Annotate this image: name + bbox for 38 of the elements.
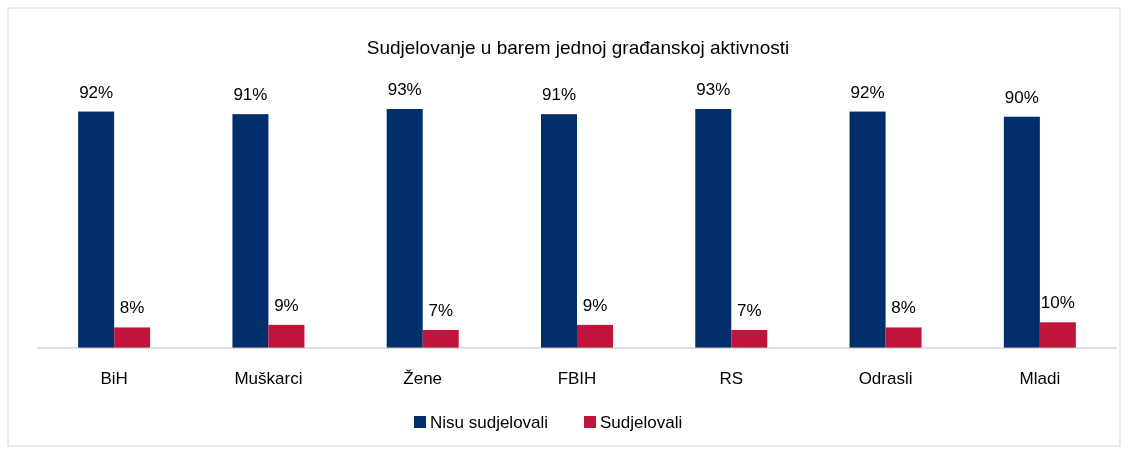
x-tick-label: Mladi [1019,369,1061,388]
data-label: 8% [119,298,145,318]
bar [232,114,269,348]
data-label: 7% [428,301,453,321]
data-label: 91% [233,85,268,105]
legend-label: Sudjelovali [600,413,683,432]
data-label: 8% [891,298,916,318]
bar [1003,116,1040,348]
legend-label: Nisu sudjelovali [430,413,549,432]
bar [541,114,577,348]
chart-title: Sudjelovanje u barem jednoj građanskoj aktivnosti [366,37,790,58]
data-label: 9% [582,295,608,315]
x-tick-label: Žene [403,369,443,388]
x-tick-label: RS [719,369,744,388]
data-label: 93% [387,80,422,99]
bar [695,109,732,348]
data-label: 91% [541,85,577,105]
x-tick-label: Muškarci [234,369,303,388]
x-tick-label: FBIH [557,369,597,388]
bar [885,327,922,348]
data-label: 93% [696,80,731,99]
bar [1039,322,1076,348]
x-tick-label: BiH [100,369,128,388]
data-label: 7% [737,301,762,321]
bar [78,111,115,348]
x-tick-label: Odrasli [858,369,913,388]
bar [577,324,613,348]
bar [731,330,768,348]
data-label: 10% [1040,293,1075,313]
data-label: 92% [79,82,114,102]
bar [422,330,459,348]
data-label: 9% [274,295,299,315]
data-label: 92% [850,82,885,102]
bar [386,109,423,348]
bar [268,324,305,348]
data-label: 90% [1004,87,1039,107]
bar [114,327,151,348]
bar [849,111,886,348]
